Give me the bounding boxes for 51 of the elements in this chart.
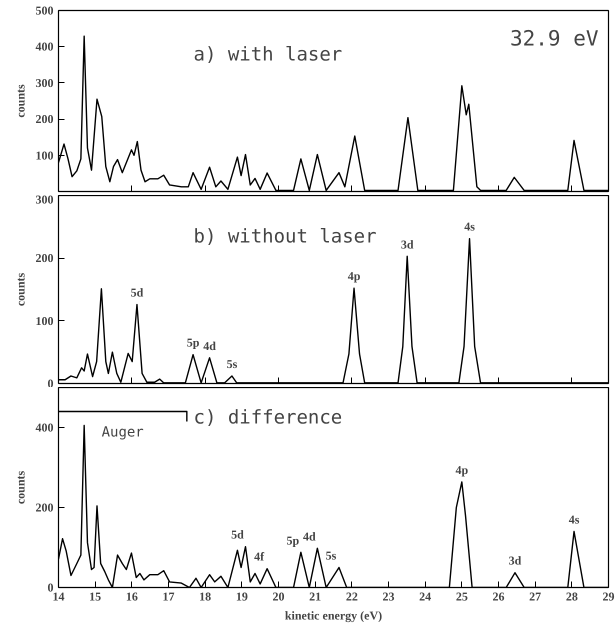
series-label: Auger — [102, 424, 144, 440]
annotation: b) without laser — [194, 226, 377, 248]
x-tick-label: 29 — [602, 590, 614, 604]
annotation: 4f — [254, 550, 266, 564]
x-tick-label: 26 — [492, 590, 504, 604]
x-tick-label: 23 — [382, 590, 394, 604]
x-tick-label: 19 — [236, 590, 248, 604]
y-tick-label: 400 — [36, 40, 54, 54]
y-tick-label: 200 — [36, 500, 54, 514]
x-tick-label: 22 — [346, 590, 358, 604]
x-tick-label: 25 — [456, 590, 468, 604]
x-tick-label: 27 — [529, 590, 542, 604]
y-axis-title: counts — [14, 470, 28, 504]
annotation: a) with laser — [194, 44, 342, 66]
x-tick-label: 17 — [162, 590, 174, 604]
y-tick-label: 300 — [36, 76, 54, 90]
annotation: 4d — [203, 338, 216, 353]
annotation: 4s — [568, 512, 580, 526]
y-tick-label: 200 — [36, 251, 54, 266]
x-tick-label: 28 — [566, 590, 578, 604]
annotation: 5d — [231, 528, 244, 542]
annotation: 5s — [326, 548, 337, 562]
y-tick-label: 300 — [36, 192, 54, 206]
y-axis-title: counts — [14, 272, 28, 306]
annotation: 4d — [303, 529, 316, 544]
x-tick-label: 24 — [419, 590, 432, 604]
annotation: 5d — [130, 286, 144, 300]
annotation: 5p — [286, 533, 300, 548]
annotation: 4p — [348, 269, 361, 284]
y-tick-label: 100 — [36, 148, 54, 162]
annotation: 4p — [455, 462, 468, 477]
annotation: 32.9 eV — [510, 26, 599, 50]
x-tick-label: 18 — [199, 590, 212, 604]
y-tick-label: 100 — [36, 314, 54, 328]
annotation: 3d — [400, 237, 414, 252]
y-tick-label: 0 — [48, 580, 54, 594]
y-tick-label: 200 — [36, 112, 54, 126]
x-tick-label: 14 — [52, 590, 64, 604]
x-axis-title: kinetic energy (eV) — [284, 608, 382, 622]
annotation: 5s — [226, 356, 238, 371]
x-tick-label: 21 — [309, 590, 322, 604]
annotation: 5p — [186, 336, 200, 350]
annotation: c) difference — [194, 406, 342, 428]
x-tick-label: 20 — [272, 590, 284, 604]
y-axis-title: counts — [14, 84, 28, 118]
annotation: 4s — [464, 220, 476, 234]
x-tick-label: 15 — [89, 590, 102, 604]
y-tick-label: 500 — [36, 4, 54, 18]
x-tick-label: 16 — [126, 590, 138, 604]
y-tick-label: 400 — [36, 420, 54, 434]
annotation: 3d — [508, 554, 522, 568]
